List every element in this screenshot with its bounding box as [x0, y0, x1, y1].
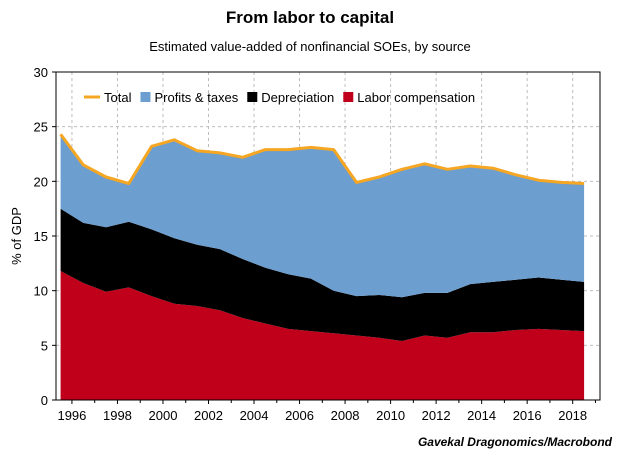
- area-labor-compensation: [60, 271, 585, 400]
- y-tick-label: 25: [34, 120, 48, 135]
- x-tick-label: 2014: [467, 408, 496, 423]
- y-tick-label: 15: [34, 229, 48, 244]
- line-total: [59, 133, 585, 185]
- y-tick-label: 20: [34, 174, 48, 189]
- chart-title: From labor to capital: [225, 8, 395, 27]
- legend-label-depreciation: Depreciation: [261, 90, 334, 105]
- chart-subtitle: Estimated value-added of nonfinancial SO…: [149, 39, 471, 54]
- x-tick-label: 2008: [331, 408, 360, 423]
- legend-label-labor-compensation: Labor compensation: [357, 90, 475, 105]
- x-tick-label: 2016: [513, 408, 542, 423]
- y-tick-label: 10: [34, 284, 48, 299]
- x-tick-label: 2004: [240, 408, 269, 423]
- legend-swatch-profits-taxes: [140, 92, 151, 102]
- x-tick-label: 1998: [103, 408, 132, 423]
- source-label: Gavekal Dragonomics/Macrobond: [417, 435, 612, 449]
- legend: Total Profits & taxes Depreciation Labor co…: [84, 90, 475, 105]
- x-tick-label: 1996: [57, 408, 86, 423]
- y-tick-label: 30: [34, 65, 48, 80]
- area-depreciation: [60, 208, 585, 341]
- y-tick-label: 0: [41, 393, 48, 408]
- legend-swatch-labor-compensation: [343, 92, 354, 102]
- legend-swatch-depreciation: [247, 92, 258, 102]
- legend-label-profits-taxes: Profits & taxes: [154, 90, 238, 105]
- y-axis-label: % of GDP: [9, 207, 24, 265]
- axis-ticks: 0 5 10 15 20 25 30 1996 1998 2000 2002 2004 2006 2008…: [34, 65, 596, 423]
- total-line-layer: [59, 133, 585, 185]
- legend-label-total: Total: [104, 90, 132, 105]
- x-tick-label: 2000: [149, 408, 178, 423]
- x-tick-label: 2012: [422, 408, 451, 423]
- x-tick-label: 2010: [376, 408, 405, 423]
- area-series-layer: [60, 134, 585, 400]
- x-tick-label: 2018: [558, 408, 587, 423]
- x-tick-label: 2006: [285, 408, 314, 423]
- y-tick-label: 5: [41, 338, 48, 353]
- x-tick-label: 2002: [194, 408, 223, 423]
- area-profits-taxes: [60, 134, 585, 298]
